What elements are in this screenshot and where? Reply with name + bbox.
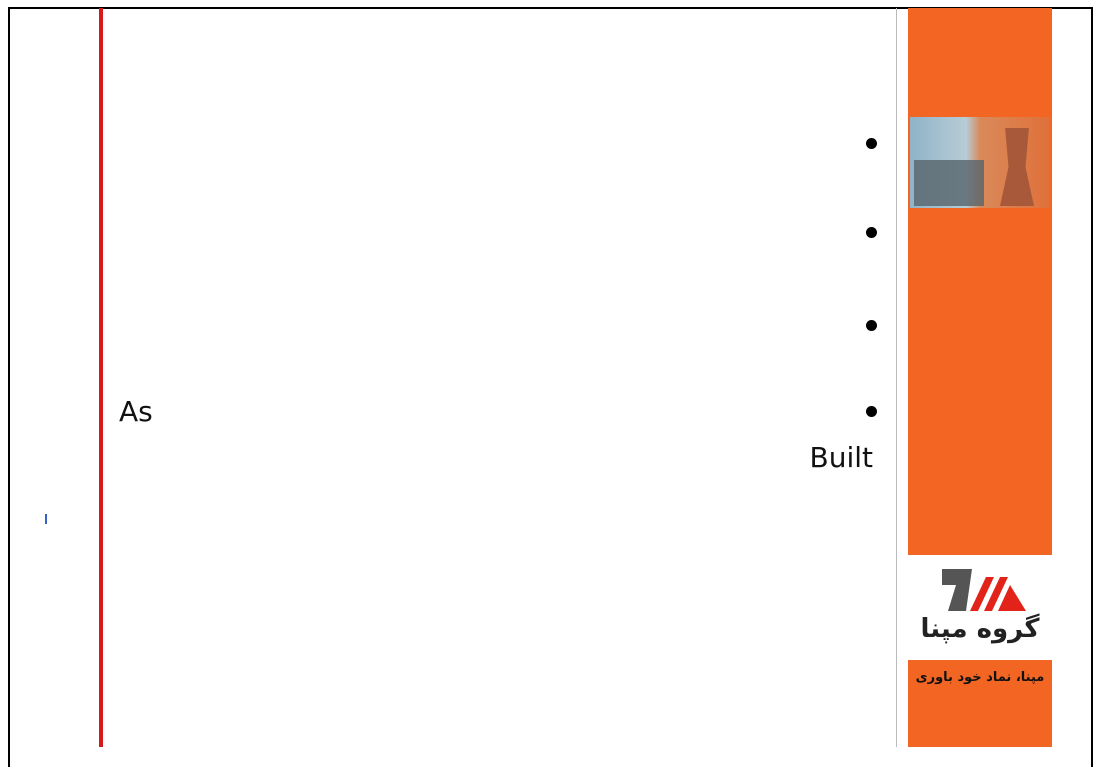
divider <box>896 8 897 747</box>
photo-plant <box>914 160 984 206</box>
sidebar-orange <box>908 8 1052 555</box>
right-text: Built <box>810 441 874 474</box>
logo-shape <box>942 569 972 611</box>
bullet <box>866 320 877 331</box>
logo-mark <box>940 565 1030 615</box>
logo-text: گروه مپنا <box>920 614 1040 644</box>
red-rule <box>99 8 103 747</box>
bullet <box>866 138 877 149</box>
bullet <box>866 227 877 238</box>
tagline: مپنا، نماد خود باوری <box>910 670 1050 685</box>
page: As Built گروه مپنا مپنا، نماد خود باوری … <box>0 0 1099 747</box>
left-text: As <box>119 395 153 428</box>
blue-mark <box>45 514 47 524</box>
bullet <box>866 406 877 417</box>
